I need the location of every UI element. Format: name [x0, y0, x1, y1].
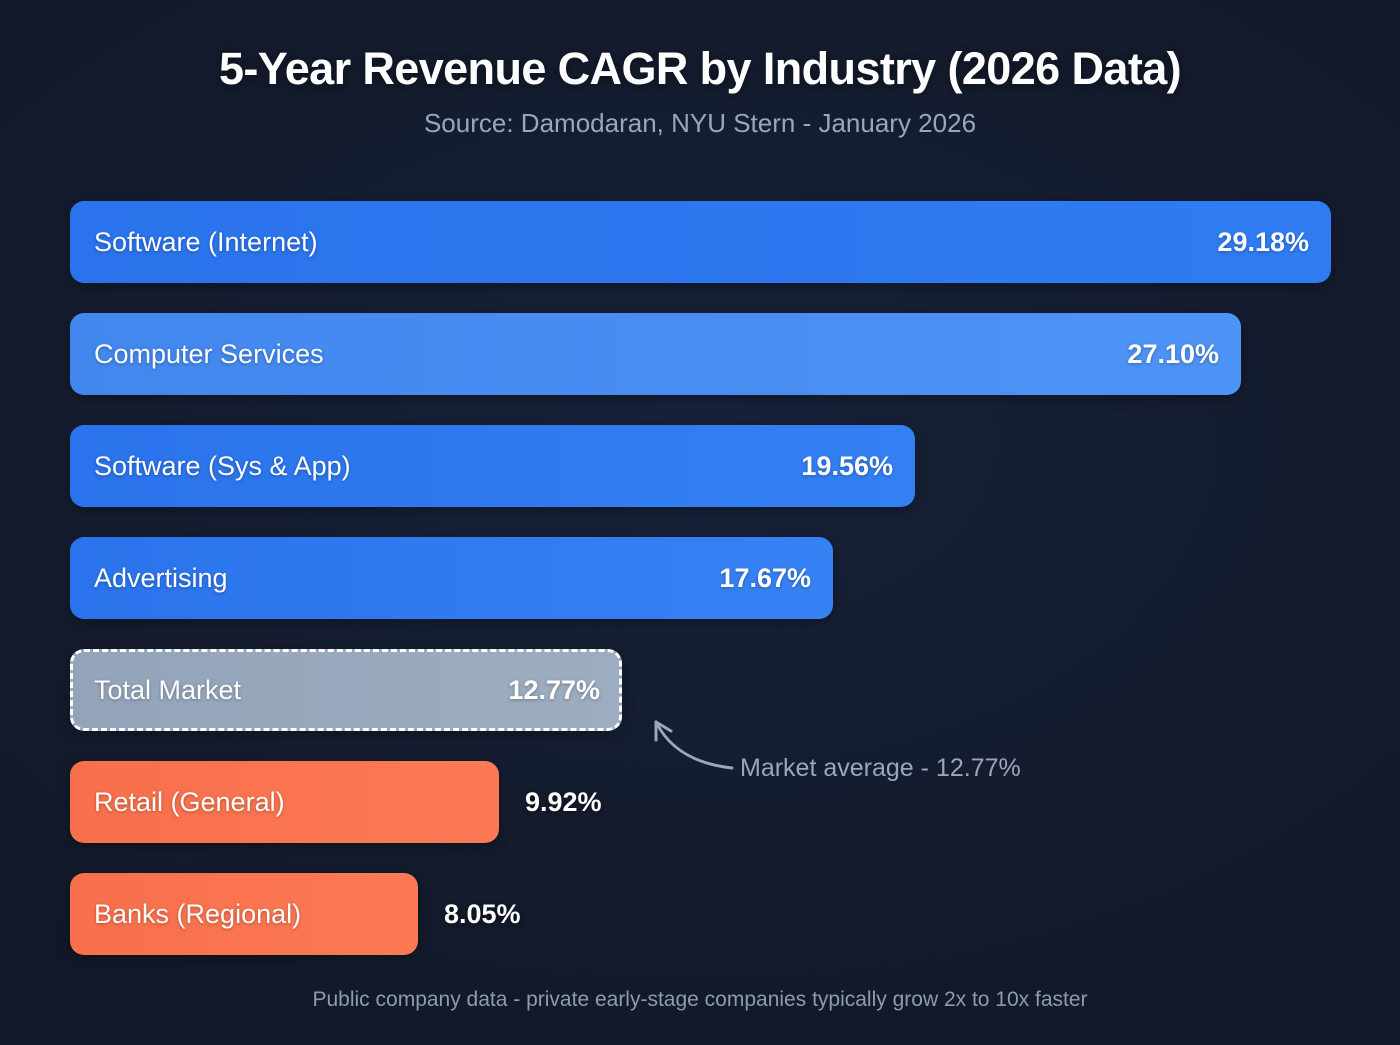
bar-chart-plot-area: Software (Internet) 29.18% Computer Servic… [70, 201, 1360, 961]
bar-row: Total Market 12.77% [70, 649, 622, 731]
chart-footnote: Public company data - private early-stag… [312, 988, 1088, 1011]
bar[interactable]: Computer Services 27.10% [70, 313, 1241, 395]
chart-subtitle: Source: Damodaran, NYU Stern - January 2… [423, 108, 977, 139]
bar-value-label: 12.77% [508, 674, 600, 705]
bar-value-label: 27.10% [1127, 338, 1219, 369]
page-title: 5-Year Revenue CAGR by Industry (2026 Da… [218, 43, 1182, 94]
bar[interactable]: Retail (General) [70, 761, 499, 843]
bar[interactable]: Banks (Regional) [70, 873, 418, 955]
bar[interactable]: Software (Internet) 29.18% [70, 201, 1331, 283]
bar-label: Advertising [94, 562, 228, 593]
bar-label: Banks (Regional) [94, 898, 302, 929]
bar-value-label: 19.56% [801, 450, 893, 481]
bar-row: Advertising 17.67% [70, 537, 833, 619]
bar[interactable]: Software (Sys & App) 19.56% [70, 425, 915, 507]
bar-row: Computer Services 27.10% [70, 313, 1241, 395]
bar-value-label: 29.18% [1217, 226, 1309, 257]
bar-label: Computer Services [94, 338, 324, 369]
bar-label: Software (Internet) [94, 226, 318, 257]
bar-row: Software (Sys & App) 19.56% [70, 425, 915, 507]
chart-header: 5-Year Revenue CAGR by Industry (2026 Da… [0, 43, 1400, 140]
bar-row: Software (Internet) 29.18% [70, 201, 1331, 283]
bar-label: Total Market [94, 674, 242, 705]
bar-label: Software (Sys & App) [94, 450, 351, 481]
bar[interactable]: Total Market 12.77% [70, 649, 622, 731]
bar-label: Retail (General) [94, 786, 285, 817]
bar[interactable]: Advertising 17.67% [70, 537, 833, 619]
bar-row: Retail (General) 9.92% [70, 761, 602, 843]
bar-value-label: 8.05% [444, 898, 521, 929]
bar-value-label: 17.67% [719, 562, 811, 593]
bar-value-label: 9.92% [525, 786, 602, 817]
bar-row: Banks (Regional) 8.05% [70, 873, 521, 955]
